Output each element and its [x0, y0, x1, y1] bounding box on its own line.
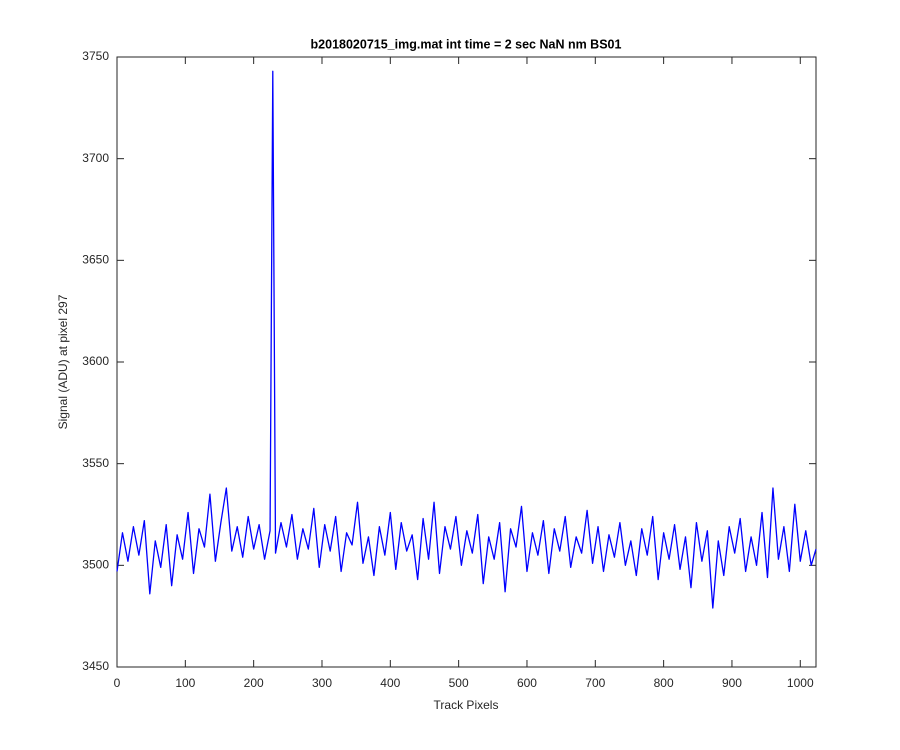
- data-line: [116, 70, 817, 609]
- y-tick-label: 3600: [82, 354, 109, 368]
- plot-area: [116, 56, 817, 668]
- y-tick-label: 3750: [82, 49, 109, 63]
- x-tick-label: 600: [517, 676, 537, 690]
- x-tick-label: 100: [175, 676, 195, 690]
- x-tick-label: 800: [654, 676, 674, 690]
- chart-title: b2018020715_img.mat int time = 2 sec NaN…: [311, 37, 622, 51]
- x-tick-label: 200: [244, 676, 264, 690]
- x-tick-label: 500: [449, 676, 469, 690]
- x-tick-label: 700: [585, 676, 605, 690]
- x-axis-label: Track Pixels: [434, 698, 499, 712]
- y-axis-label: Signal (ADU) at pixel 297: [56, 294, 70, 429]
- y-tick-label: 3650: [82, 253, 109, 267]
- y-tick-label: 3550: [82, 456, 109, 470]
- y-tick-label: 3500: [82, 558, 109, 572]
- x-tick-label: 0: [114, 676, 121, 690]
- x-tick-label: 900: [722, 676, 742, 690]
- y-tick-label: 3700: [82, 151, 109, 165]
- x-tick-label: 300: [312, 676, 332, 690]
- x-tick-label: 1000: [787, 676, 814, 690]
- x-tick-label: 400: [380, 676, 400, 690]
- y-tick-label: 3450: [82, 659, 109, 673]
